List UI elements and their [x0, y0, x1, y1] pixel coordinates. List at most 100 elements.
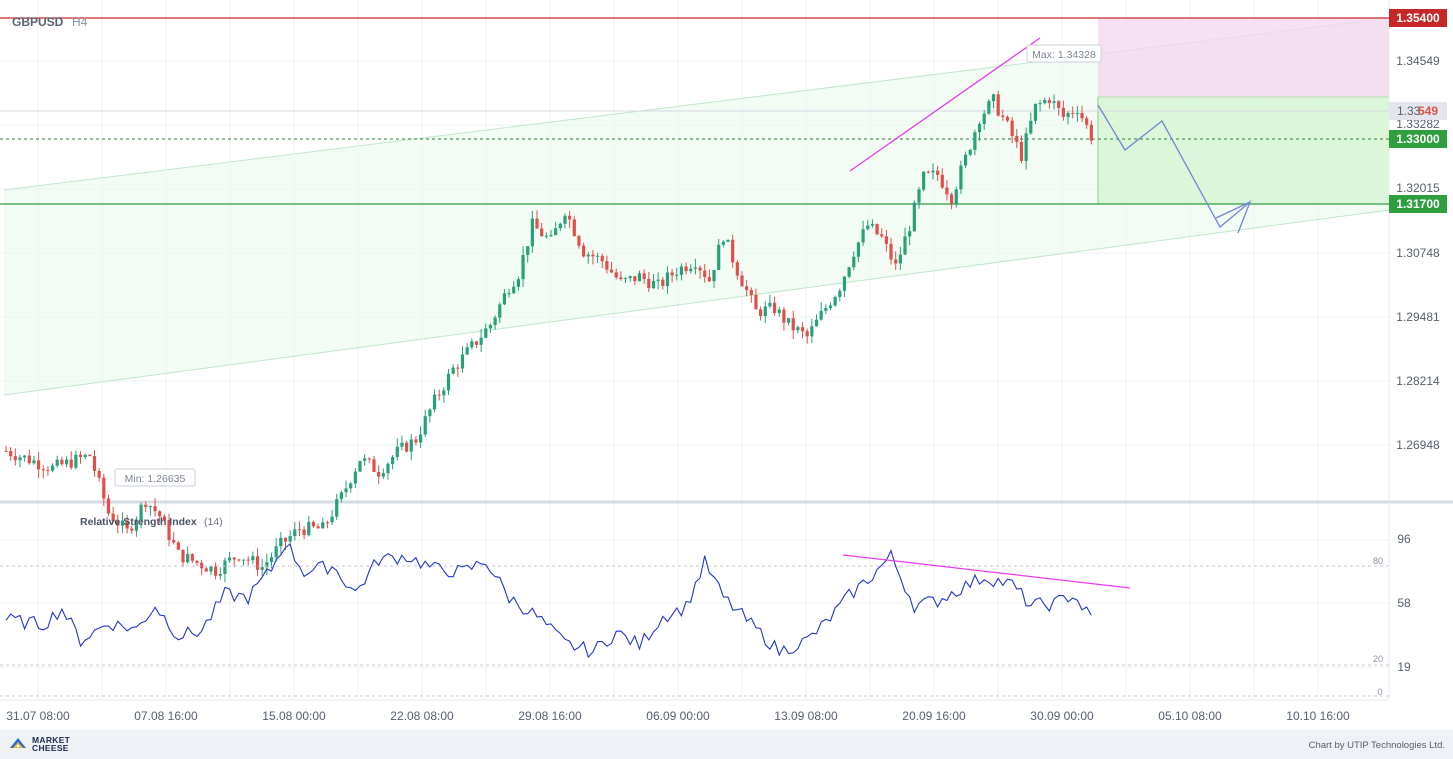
max-label: Max: 1.34328 [1032, 49, 1096, 61]
candle [363, 454, 367, 466]
candle-body [195, 560, 199, 563]
candle [1080, 105, 1084, 123]
candle-body [833, 296, 837, 306]
candle [530, 210, 534, 253]
candle-body [330, 516, 334, 523]
candle-body [759, 309, 763, 317]
max-callout: Max: 1.34328 [1026, 44, 1102, 63]
candle [609, 261, 614, 274]
rsi-line [5, 543, 1092, 659]
candle-body [260, 567, 264, 570]
candle [800, 322, 805, 339]
candle [92, 449, 97, 477]
candle [549, 229, 553, 237]
candle [689, 264, 693, 274]
candle-body [484, 328, 488, 338]
candle [619, 271, 623, 281]
candle [922, 170, 926, 192]
candle [856, 241, 861, 263]
candle [959, 160, 963, 194]
candle-body [241, 559, 246, 561]
candle-body [563, 215, 567, 224]
candle-body [936, 170, 940, 175]
candle-body [782, 309, 786, 323]
candle [237, 558, 241, 562]
candle [614, 268, 618, 280]
candle [400, 435, 404, 451]
symbol-label: GBPUSD [12, 15, 64, 29]
candle [628, 275, 632, 282]
candle [810, 318, 814, 344]
candle-body [32, 460, 36, 464]
candle [894, 251, 898, 270]
candle [120, 512, 125, 534]
candle-body [763, 306, 767, 317]
candle-body [204, 568, 208, 572]
candle [642, 269, 646, 284]
candle-body [922, 171, 926, 190]
candle [866, 219, 870, 231]
candle-body [959, 165, 963, 190]
candle [852, 251, 856, 271]
candle-body [456, 367, 460, 369]
candle-body [595, 255, 600, 257]
candle [763, 301, 767, 323]
candle [358, 460, 362, 473]
candle [1052, 94, 1056, 110]
candle-body [13, 456, 17, 461]
candle [707, 269, 711, 283]
candle-body [703, 270, 707, 278]
chart-canvas[interactable]: GBPUSD H4 Max: 1.34328 Min: 1.26635 1.34… [0, 0, 1453, 730]
candle [772, 296, 777, 316]
candle [321, 517, 325, 529]
candle [786, 318, 791, 326]
candle-body [297, 529, 302, 531]
candle-body [414, 439, 418, 443]
candle [991, 93, 996, 109]
candle [227, 551, 232, 563]
candle [731, 234, 735, 268]
candle [1029, 112, 1033, 135]
candle-body [707, 277, 711, 282]
candle-body [116, 521, 120, 526]
time-tick: 13.09 08:00 [774, 709, 838, 723]
candle-body [894, 259, 898, 264]
candle-body [395, 446, 399, 458]
candle-body [46, 469, 50, 471]
candle-body [353, 471, 357, 484]
candle-body [1047, 100, 1052, 103]
candle [819, 301, 823, 321]
rsi-axis: 96 58 19 80 20 0 [1373, 532, 1411, 697]
candle [102, 473, 106, 506]
candle [917, 187, 921, 209]
candle [735, 260, 739, 280]
candle-body [83, 454, 87, 458]
candle [912, 200, 916, 232]
candle-body [582, 245, 586, 257]
candle-body [227, 557, 232, 561]
candle-body [521, 255, 525, 280]
candle [884, 229, 888, 252]
candle-body [745, 286, 749, 291]
candle-body [74, 454, 78, 468]
candle [721, 240, 725, 248]
candle [684, 262, 688, 275]
candle [903, 227, 907, 255]
candle [582, 242, 586, 258]
candle [353, 468, 357, 489]
candle [507, 288, 511, 298]
candle [316, 523, 320, 529]
candle [526, 246, 530, 263]
candle-body [731, 239, 735, 263]
candle-body [69, 459, 73, 468]
candle-body [325, 522, 330, 524]
candle-body [502, 293, 507, 305]
brand-line-2: CHEESE [32, 743, 69, 753]
candle [936, 165, 940, 181]
candle [339, 490, 343, 503]
candle [395, 438, 399, 461]
candle [1043, 97, 1047, 105]
candle [349, 482, 353, 493]
candle [717, 238, 721, 271]
candle-body [628, 276, 632, 279]
